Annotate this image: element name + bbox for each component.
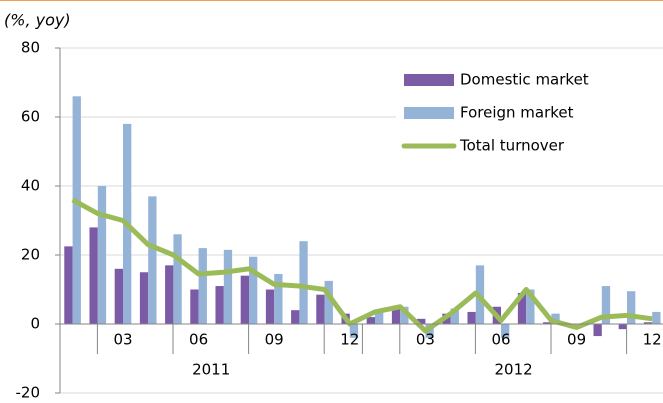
- x-tick-label: 03: [113, 331, 132, 349]
- bar: [349, 324, 359, 338]
- bar: [627, 291, 636, 324]
- legend-label: Domestic market: [460, 71, 589, 89]
- legend-label: Foreign market: [460, 104, 574, 122]
- x-tick-label: 03: [416, 331, 435, 349]
- y-tick-label: 60: [21, 108, 40, 126]
- bar: [291, 310, 300, 324]
- y-tick-label: 0: [30, 315, 40, 333]
- y-tick-label: 40: [21, 177, 40, 195]
- bar: [190, 289, 199, 324]
- bar: [165, 265, 174, 324]
- x-tick-label: 06: [189, 331, 208, 349]
- bar: [593, 324, 602, 337]
- x-tick-label: 06: [491, 331, 510, 349]
- bar: [526, 289, 535, 324]
- bar: [618, 324, 627, 330]
- bar: [417, 318, 426, 324]
- bar: [64, 246, 73, 324]
- y-tick-label: 80: [21, 39, 40, 57]
- x-tick-label: 12: [340, 331, 359, 349]
- bar: [316, 294, 325, 324]
- bar: [114, 268, 123, 324]
- bar: [501, 324, 510, 338]
- bar: [148, 196, 157, 324]
- bar: [198, 248, 207, 324]
- bar: [223, 249, 233, 324]
- bar: [324, 280, 333, 324]
- bar: [375, 310, 384, 324]
- x-tick-label: 12: [643, 331, 662, 349]
- bar: [517, 292, 527, 324]
- y-axis-label: (%, yoy): [4, 11, 71, 30]
- bar: [543, 322, 552, 324]
- bar: [173, 234, 182, 324]
- bar: [299, 241, 308, 324]
- bar: [139, 272, 149, 324]
- bar: [240, 275, 249, 324]
- bar: [450, 308, 459, 324]
- legend-label: Total turnover: [459, 137, 565, 155]
- year-label: 2011: [192, 361, 230, 379]
- bar: [601, 286, 611, 324]
- bar: [391, 306, 401, 324]
- bar: [551, 313, 560, 324]
- bar: [400, 306, 409, 324]
- bar: [89, 227, 98, 324]
- bar: [215, 286, 224, 324]
- x-tick-label: 09: [265, 331, 284, 349]
- bar: [97, 186, 107, 324]
- bar: [366, 317, 375, 324]
- bar: [652, 311, 661, 324]
- legend-swatch: [404, 74, 454, 86]
- legend-swatch: [404, 107, 454, 119]
- y-tick-label: -20: [16, 384, 41, 402]
- bar: [265, 289, 275, 324]
- bar: [274, 273, 283, 324]
- bar: [643, 322, 653, 324]
- bar: [249, 256, 258, 324]
- line: [71, 197, 653, 334]
- y-tick-label: 20: [21, 246, 40, 264]
- bar: [72, 96, 81, 324]
- year-label: 2012: [495, 361, 533, 379]
- bar: [467, 311, 476, 324]
- x-tick-label: 09: [567, 331, 586, 349]
